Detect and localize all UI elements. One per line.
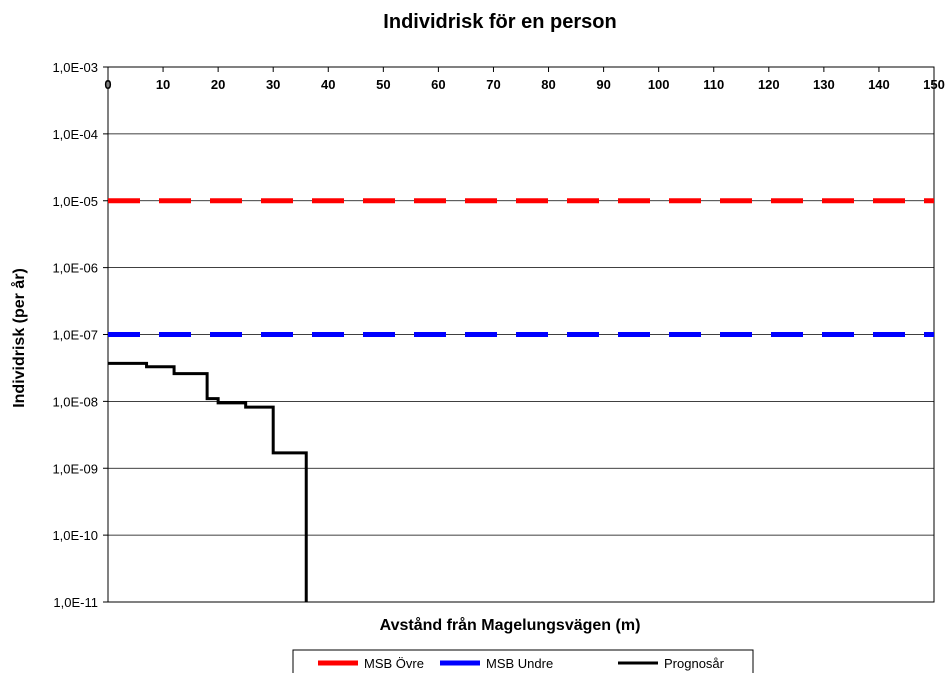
legend-frame — [292, 649, 754, 673]
chart-title: Individrisk för en person — [383, 11, 616, 33]
x-tick-label: 40 — [321, 77, 335, 92]
y-axis-ticks: 1,0E-03 1,0E-04 1,0E-05 1,0E-06 1,0E-07 1,0E-… — [52, 60, 108, 610]
y-tick-label: 1,0E-07 — [52, 328, 98, 343]
x-tick-label: 140 — [868, 77, 890, 92]
y-tick-label: 1,0E-09 — [52, 461, 98, 476]
x-tick-label: 10 — [156, 77, 170, 92]
x-tick-label: 50 — [376, 77, 390, 92]
x-tick-label: 60 — [431, 77, 445, 92]
x-tick-label: 0 — [104, 77, 111, 92]
legend-label: Prognosår — [664, 656, 725, 671]
y-tick-label: 1,0E-03 — [52, 60, 98, 75]
y-tick-label: 1,0E-06 — [52, 261, 98, 276]
series-line-prognosar — [108, 361, 308, 602]
x-tick-label: 110 — [703, 77, 724, 92]
x-tick-label: 100 — [648, 77, 670, 92]
legend: MSB Övre MSB Undre Prognosår — [292, 649, 754, 673]
x-tick-label: 70 — [486, 77, 500, 92]
y-axis-label: Individrisk (per år) — [10, 268, 28, 408]
legend-label: MSB Undre — [486, 656, 553, 671]
x-tick-label: 90 — [596, 77, 610, 92]
legend-label: MSB Övre — [364, 656, 424, 671]
y-tick-label: 1,0E-11 — [53, 595, 98, 610]
x-tick-label: 150 — [923, 77, 945, 92]
x-axis-ticks: 0 10 20 30 40 50 60 70 80 90 100 110 120 130 140 150 — [104, 67, 945, 92]
x-tick-label: 20 — [211, 77, 225, 92]
y-tick-label: 1,0E-04 — [52, 127, 98, 142]
y-tick-label: 1,0E-08 — [52, 394, 98, 409]
y-tick-label: 1,0E-05 — [52, 194, 98, 209]
series-lines — [108, 198, 934, 602]
x-tick-label: 30 — [266, 77, 280, 92]
x-tick-label: 80 — [541, 77, 555, 92]
x-axis-label: Avstånd från Magelungsvägen (m) — [380, 616, 641, 634]
x-tick-label: 120 — [758, 77, 780, 92]
y-tick-label: 1,0E-10 — [52, 528, 98, 543]
x-tick-label: 130 — [813, 77, 835, 92]
